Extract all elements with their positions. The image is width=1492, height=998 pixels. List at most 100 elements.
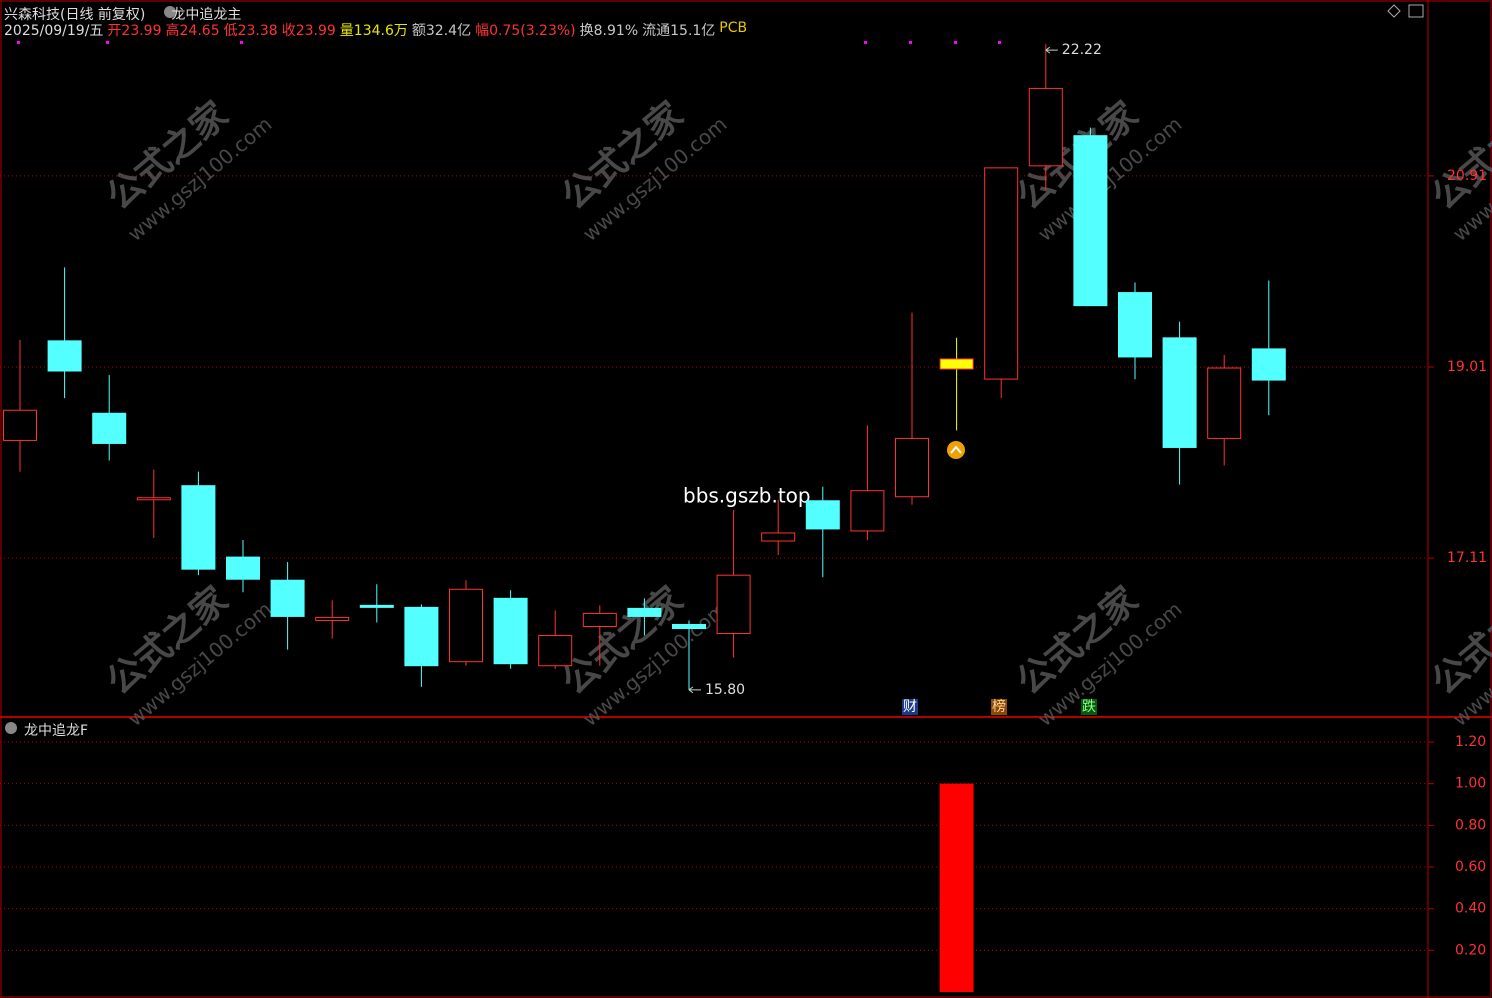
info-label: 额: [411, 23, 426, 39]
stock-name: 兴森科技(日线 前复权): [4, 7, 146, 23]
info-label: 高: [165, 23, 180, 39]
y-tick-label: 1.00: [1455, 776, 1486, 792]
menu-icon[interactable]: [5, 722, 17, 734]
candle-body: [1207, 367, 1242, 439]
candle-body: [181, 485, 216, 570]
signal-badge: [902, 699, 918, 715]
signal-badge: [1081, 699, 1097, 715]
y-tick-label: 1.20: [1455, 734, 1486, 750]
info-label: 流通: [642, 23, 671, 39]
candle-body: [1028, 87, 1063, 167]
indicator-title: 龙中追龙F: [24, 723, 89, 739]
info-label: 收: [281, 23, 296, 39]
annotation: 22.22: [1062, 42, 1102, 58]
info-value: 32.4亿: [425, 23, 472, 39]
annotation: 15.80: [705, 682, 745, 698]
candle-body: [538, 635, 573, 667]
candle-body: [1073, 135, 1108, 307]
candle-body: [47, 340, 82, 372]
candle-body: [136, 497, 171, 501]
date: 2025/09/19/五: [4, 23, 104, 39]
signal-dots: [17, 41, 1001, 44]
info-item: 幅0.75(3.23%): [475, 20, 576, 40]
candle-body: [984, 167, 1019, 380]
signal-label: 榜: [992, 698, 1006, 715]
info-item: 收23.99: [282, 20, 336, 40]
y-tick-label: 0.60: [1455, 859, 1486, 875]
info-label: 幅: [475, 23, 490, 39]
info-value: 23.99: [121, 23, 162, 39]
menu-icon[interactable]: [164, 6, 176, 18]
y-tick-label: 0.20: [1455, 942, 1486, 958]
candle-body: [716, 574, 751, 635]
signal-badge: [991, 699, 1007, 715]
signal-label: 跌: [1082, 699, 1096, 715]
candle-body: [805, 500, 840, 530]
candle-body: [270, 579, 305, 617]
sub-title: 龙中追龙F: [24, 720, 88, 740]
signal-icon: [947, 441, 965, 459]
info-value: 23.38: [237, 23, 278, 39]
info-item: 低23.38: [224, 20, 278, 40]
icon[interactable]: [1408, 4, 1424, 18]
candle-body: [761, 532, 796, 542]
info-item: 量134.6万: [340, 20, 408, 40]
candle-body: [226, 556, 260, 580]
dot: [864, 41, 867, 44]
dot: [909, 41, 912, 44]
y-tick-label: 20.91: [1447, 168, 1487, 184]
info-value: 15.1亿: [670, 23, 716, 39]
info-value: 134.6万: [353, 23, 408, 39]
info-value: 24.65: [179, 23, 220, 39]
y-tick-label: 19.01: [1447, 359, 1487, 375]
info-item: PCB: [719, 20, 747, 40]
info-label: 换: [579, 23, 594, 39]
info-label: PCB: [719, 20, 748, 36]
info-item: 额32.4亿: [412, 20, 471, 40]
info-item: 高24.65: [166, 20, 220, 40]
candle-body: [92, 412, 127, 444]
info-label: 开: [107, 23, 122, 39]
info-item: 流通15.1亿: [642, 20, 715, 40]
icon[interactable]: [1387, 4, 1401, 18]
indicator-name: 龙中追龙主: [171, 7, 242, 23]
dot: [998, 41, 1001, 44]
watermark-site: bbs.gszb.top: [683, 484, 811, 508]
info-label: 量: [339, 23, 354, 39]
annotation-arrow: [688, 686, 701, 694]
info-value: 0.75(3.23%): [489, 23, 576, 39]
candle-body: [493, 597, 528, 665]
dot: [240, 41, 243, 44]
candle-body: [3, 409, 37, 441]
title-row: 兴森科技(日线 前复权) 龙中追龙主: [4, 4, 241, 24]
candle-body: [449, 588, 483, 663]
candle-body: [672, 623, 706, 629]
y-tick-label: 0.40: [1455, 901, 1486, 917]
info-value: 8.91%: [593, 23, 639, 39]
candle-body: [404, 606, 439, 667]
signal-label: 财: [903, 699, 917, 715]
candle-body: [1162, 337, 1197, 448]
candle-body: [1251, 348, 1286, 381]
info-row: 2025/09/19/五 开23.99 高24.65 低23.38 收23.99 量13…: [4, 20, 747, 40]
info-item: 开23.99: [107, 20, 161, 40]
info-item: 换8.91%: [580, 20, 638, 40]
dot: [954, 41, 957, 44]
dot: [106, 41, 109, 44]
candle-body: [939, 358, 974, 370]
info-value: 23.99: [295, 23, 336, 39]
candle-body: [582, 612, 617, 627]
candle-body: [359, 604, 394, 608]
candle-body: [1118, 292, 1152, 358]
info-label: 低: [223, 23, 238, 39]
candle-body: [627, 607, 662, 617]
y-tick-label: 17.11: [1447, 550, 1487, 566]
bar: [939, 783, 974, 992]
candle-body: [850, 490, 885, 532]
dot: [17, 41, 20, 44]
